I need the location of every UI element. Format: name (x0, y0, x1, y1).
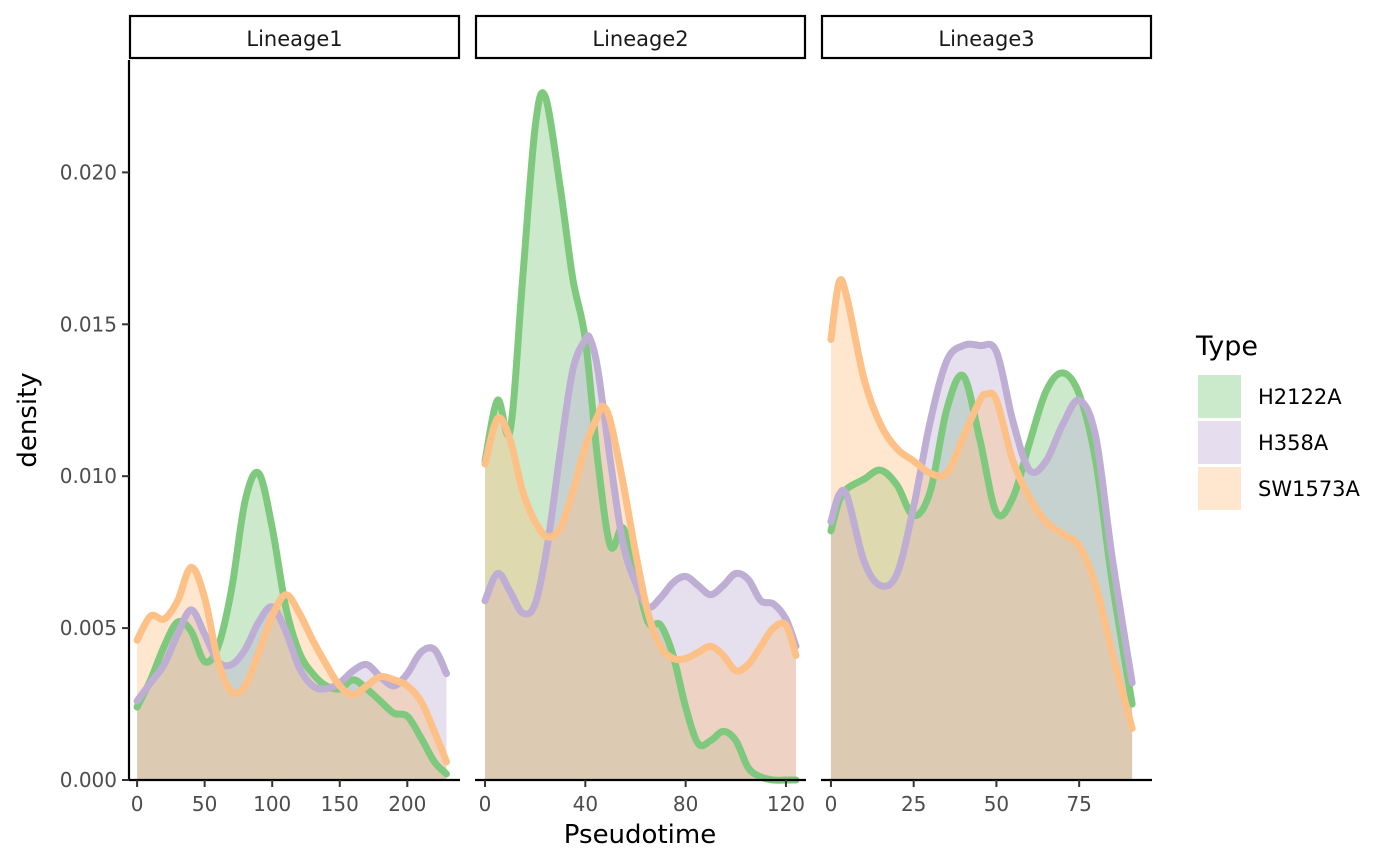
x-tick-label: 0 (825, 792, 838, 816)
density-area-h2122a (485, 92, 796, 781)
x-tick-label: 25 (901, 792, 926, 816)
density-line-h358a (133, 603, 450, 705)
density-area-sw1573a (137, 567, 447, 780)
legend-key-sw1573a (1198, 467, 1241, 510)
legend-title: Type (1195, 331, 1258, 362)
legend-key-h2122a (1198, 375, 1241, 418)
density-line-h2122a (827, 369, 1136, 708)
x-tick-label: 200 (388, 792, 426, 816)
x-tick-label: 120 (767, 792, 805, 816)
density-area-h358a (137, 606, 447, 780)
x-tick-label: 100 (253, 792, 291, 816)
density-area-h2122a (137, 472, 447, 780)
legend-key-h358a (1198, 421, 1241, 464)
x-tick-label: 0 (131, 792, 144, 816)
x-tick-label: 50 (984, 792, 1009, 816)
density-line-h358a (827, 340, 1136, 687)
x-tick-label: 40 (573, 792, 598, 816)
density-line-h2122a (481, 89, 800, 784)
facet-panel-2: Lineage2 0 40 80 120 (474, 14, 807, 816)
x-tick-label: 150 (321, 792, 359, 816)
y-tick-label: 0.000 (60, 768, 117, 792)
density-line-sw1573a (481, 402, 800, 675)
y-tick-label: 0.010 (60, 464, 117, 488)
density-line-sw1573a (827, 276, 1136, 732)
facet-strip-box (128, 14, 461, 60)
facet-strip-box (820, 14, 1153, 60)
x-tick-label: 75 (1066, 792, 1091, 816)
x-tick-label: 50 (192, 792, 217, 816)
legend-label-sw1573a: SW1573A (1258, 477, 1361, 501)
x-tick-label: 80 (673, 792, 698, 816)
density-line-h2122a (133, 468, 450, 778)
facet-panel-1: Lineage1 0 50 100 150 200 (128, 14, 461, 816)
x-axis-title: Pseudotime (564, 820, 716, 850)
facet-strip-box (474, 14, 807, 60)
y-axis-title: density (13, 372, 43, 467)
facet-strip-label: Lineage2 (592, 27, 688, 51)
density-line-h358a (481, 332, 800, 650)
legend-label-h358a: H358A (1258, 431, 1329, 455)
y-tick-label: 0.015 (60, 312, 117, 336)
facet-strip-label: Lineage1 (246, 27, 342, 51)
legend-label-h2122a: H2122A (1258, 385, 1342, 409)
density-area-h358a (830, 344, 1133, 780)
x-tick-label: 0 (479, 792, 492, 816)
facet-strip-label: Lineage3 (938, 27, 1034, 51)
y-axis: 0.000 0.005 0.010 0.015 0.020 (60, 60, 131, 792)
density-area-h2122a (830, 372, 1133, 780)
y-tick-label: 0.005 (60, 616, 117, 640)
y-tick-label: 0.020 (60, 160, 117, 184)
density-area-sw1573a (830, 279, 1133, 780)
facet-panel-3: Lineage3 0 25 50 75 (820, 14, 1153, 816)
density-line-sw1573a (133, 563, 450, 766)
